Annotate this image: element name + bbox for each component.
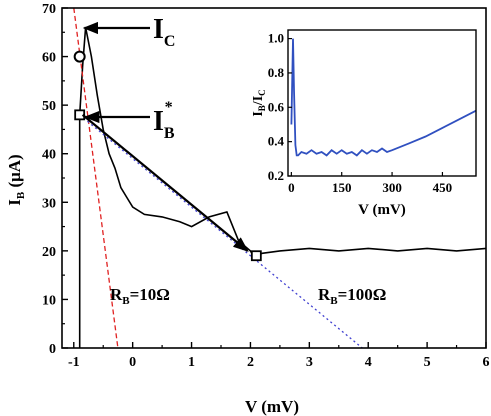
ib-star-label: IB* — [153, 99, 175, 142]
x-tick-label: 0 — [129, 355, 136, 370]
marker-square — [250, 250, 262, 262]
marker-circle — [73, 50, 86, 63]
inset-x-axis-label: V (mV) — [358, 202, 406, 218]
x-tick-label: -1 — [68, 355, 80, 370]
inset-y-tick-label: 1.0 — [268, 31, 284, 46]
y-tick-label: 60 — [42, 51, 56, 66]
x-tick-label: 3 — [306, 355, 313, 370]
inset-y-tick-label: 0.8 — [268, 65, 285, 80]
y-tick-label: 10 — [42, 293, 56, 308]
inset-y-tick-label: 0.2 — [268, 168, 284, 183]
inset-series-line-0 — [290, 38, 477, 157]
inset-x-tick-label: 450 — [433, 180, 453, 195]
y-tick-label: 30 — [42, 196, 56, 211]
x-tick-label: 4 — [365, 355, 372, 370]
y-tick-label: 50 — [42, 99, 56, 114]
inset-y-tick-label: 0.4 — [268, 134, 285, 149]
x-axis-label: V (mV) — [245, 397, 299, 416]
x-tick-label: 1 — [188, 355, 195, 370]
inset-frame — [287, 29, 477, 177]
main-plot: 0 10 20 30 40 50 60 70 -1 0 1 2 3 4 5 6 V (mV) IB (μA) IC I… — [5, 2, 490, 416]
y-axis-label: IB (μA) — [5, 154, 27, 205]
main-series-group — [73, 8, 486, 348]
inset-y-axis-label: IB/IC — [251, 89, 267, 116]
y-tick-label: 20 — [42, 245, 56, 260]
series-line-1 — [73, 8, 119, 348]
series-line-2 — [79, 114, 363, 348]
inset-x-tick-label: 150 — [332, 180, 352, 195]
rb100-label: RB=100Ω — [318, 285, 386, 307]
ic-label: IC — [153, 14, 175, 50]
y-tick-label: 70 — [42, 2, 56, 17]
rb10-label: RB=10Ω — [110, 285, 170, 307]
x-tick-label: 5 — [424, 355, 431, 370]
x-tick-label: 6 — [483, 355, 490, 370]
inset-plot: 0.2 0.4 0.6 0.8 1.0 0 150 300 450 V (mV) IB/IC — [251, 22, 484, 224]
y-tick-label: 40 — [42, 148, 56, 163]
inset-x-tick-label: 0 — [288, 180, 295, 195]
series-line-0 — [78, 27, 486, 348]
transition-arrow — [81, 114, 249, 252]
x-tick-label: 2 — [247, 355, 254, 370]
inset-y-tick-label: 0.6 — [268, 99, 285, 114]
inset-x-tick-label: 300 — [382, 180, 402, 195]
y-tick-label: 0 — [49, 342, 56, 357]
